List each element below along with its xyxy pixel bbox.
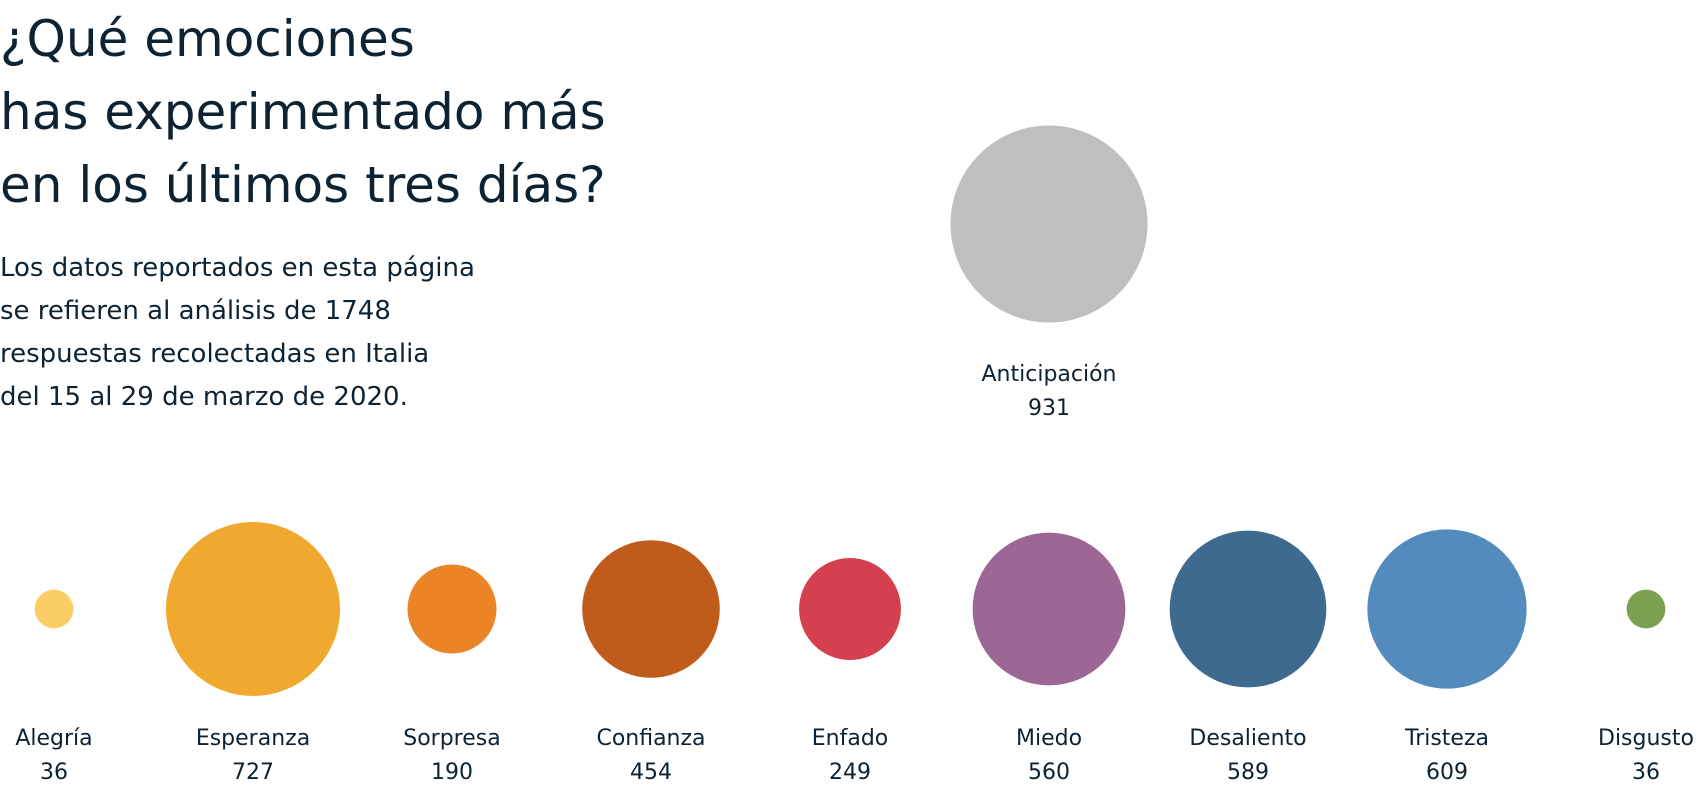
bubble-value: 589 <box>1227 760 1269 785</box>
bubble <box>165 521 341 697</box>
bubble-label: Anticipación <box>982 362 1117 387</box>
bubble-label: Desaliento <box>1189 726 1306 751</box>
bubble-value: 36 <box>1632 760 1660 785</box>
bubble <box>407 564 497 654</box>
bubble-label: Confianza <box>596 726 705 751</box>
chart-subtitle: del 15 al 29 de marzo de 2020. <box>0 382 408 412</box>
bubble-label: Esperanza <box>196 726 310 751</box>
chart-title: ¿Qué emociones <box>0 10 415 68</box>
bubble-label: Tristeza <box>1404 726 1489 751</box>
bubble <box>1367 529 1527 689</box>
bubble <box>799 558 901 660</box>
bubble-value: 560 <box>1028 760 1070 785</box>
bubble-label: Enfado <box>812 726 889 751</box>
bubble <box>582 540 720 678</box>
bubble <box>950 125 1148 323</box>
bubble-value: 36 <box>40 760 68 785</box>
bubble-value: 190 <box>431 760 473 785</box>
bubble-value: 249 <box>829 760 871 785</box>
bubble-value: 727 <box>232 760 274 785</box>
bubble-label: Alegría <box>15 726 92 751</box>
bubble <box>972 532 1126 686</box>
bubble <box>34 589 74 629</box>
bubble-label: Miedo <box>1016 726 1082 751</box>
chart-subtitle: Los datos reportados en esta página <box>0 253 475 283</box>
bubble-value: 931 <box>1028 396 1070 421</box>
bubble <box>1169 530 1327 688</box>
bubble-label: Sorpresa <box>403 726 500 751</box>
bubble <box>1626 589 1666 629</box>
chart-title: has experimentado más <box>0 83 606 141</box>
bubble-value: 454 <box>630 760 672 785</box>
bubble-value: 609 <box>1426 760 1468 785</box>
chart-title: en los últimos tres días? <box>0 156 606 214</box>
chart-subtitle: respuestas recolectadas en Italia <box>0 339 429 369</box>
chart-subtitle: se refieren al análisis de 1748 <box>0 296 391 326</box>
bubble-label: Disgusto <box>1598 726 1694 751</box>
